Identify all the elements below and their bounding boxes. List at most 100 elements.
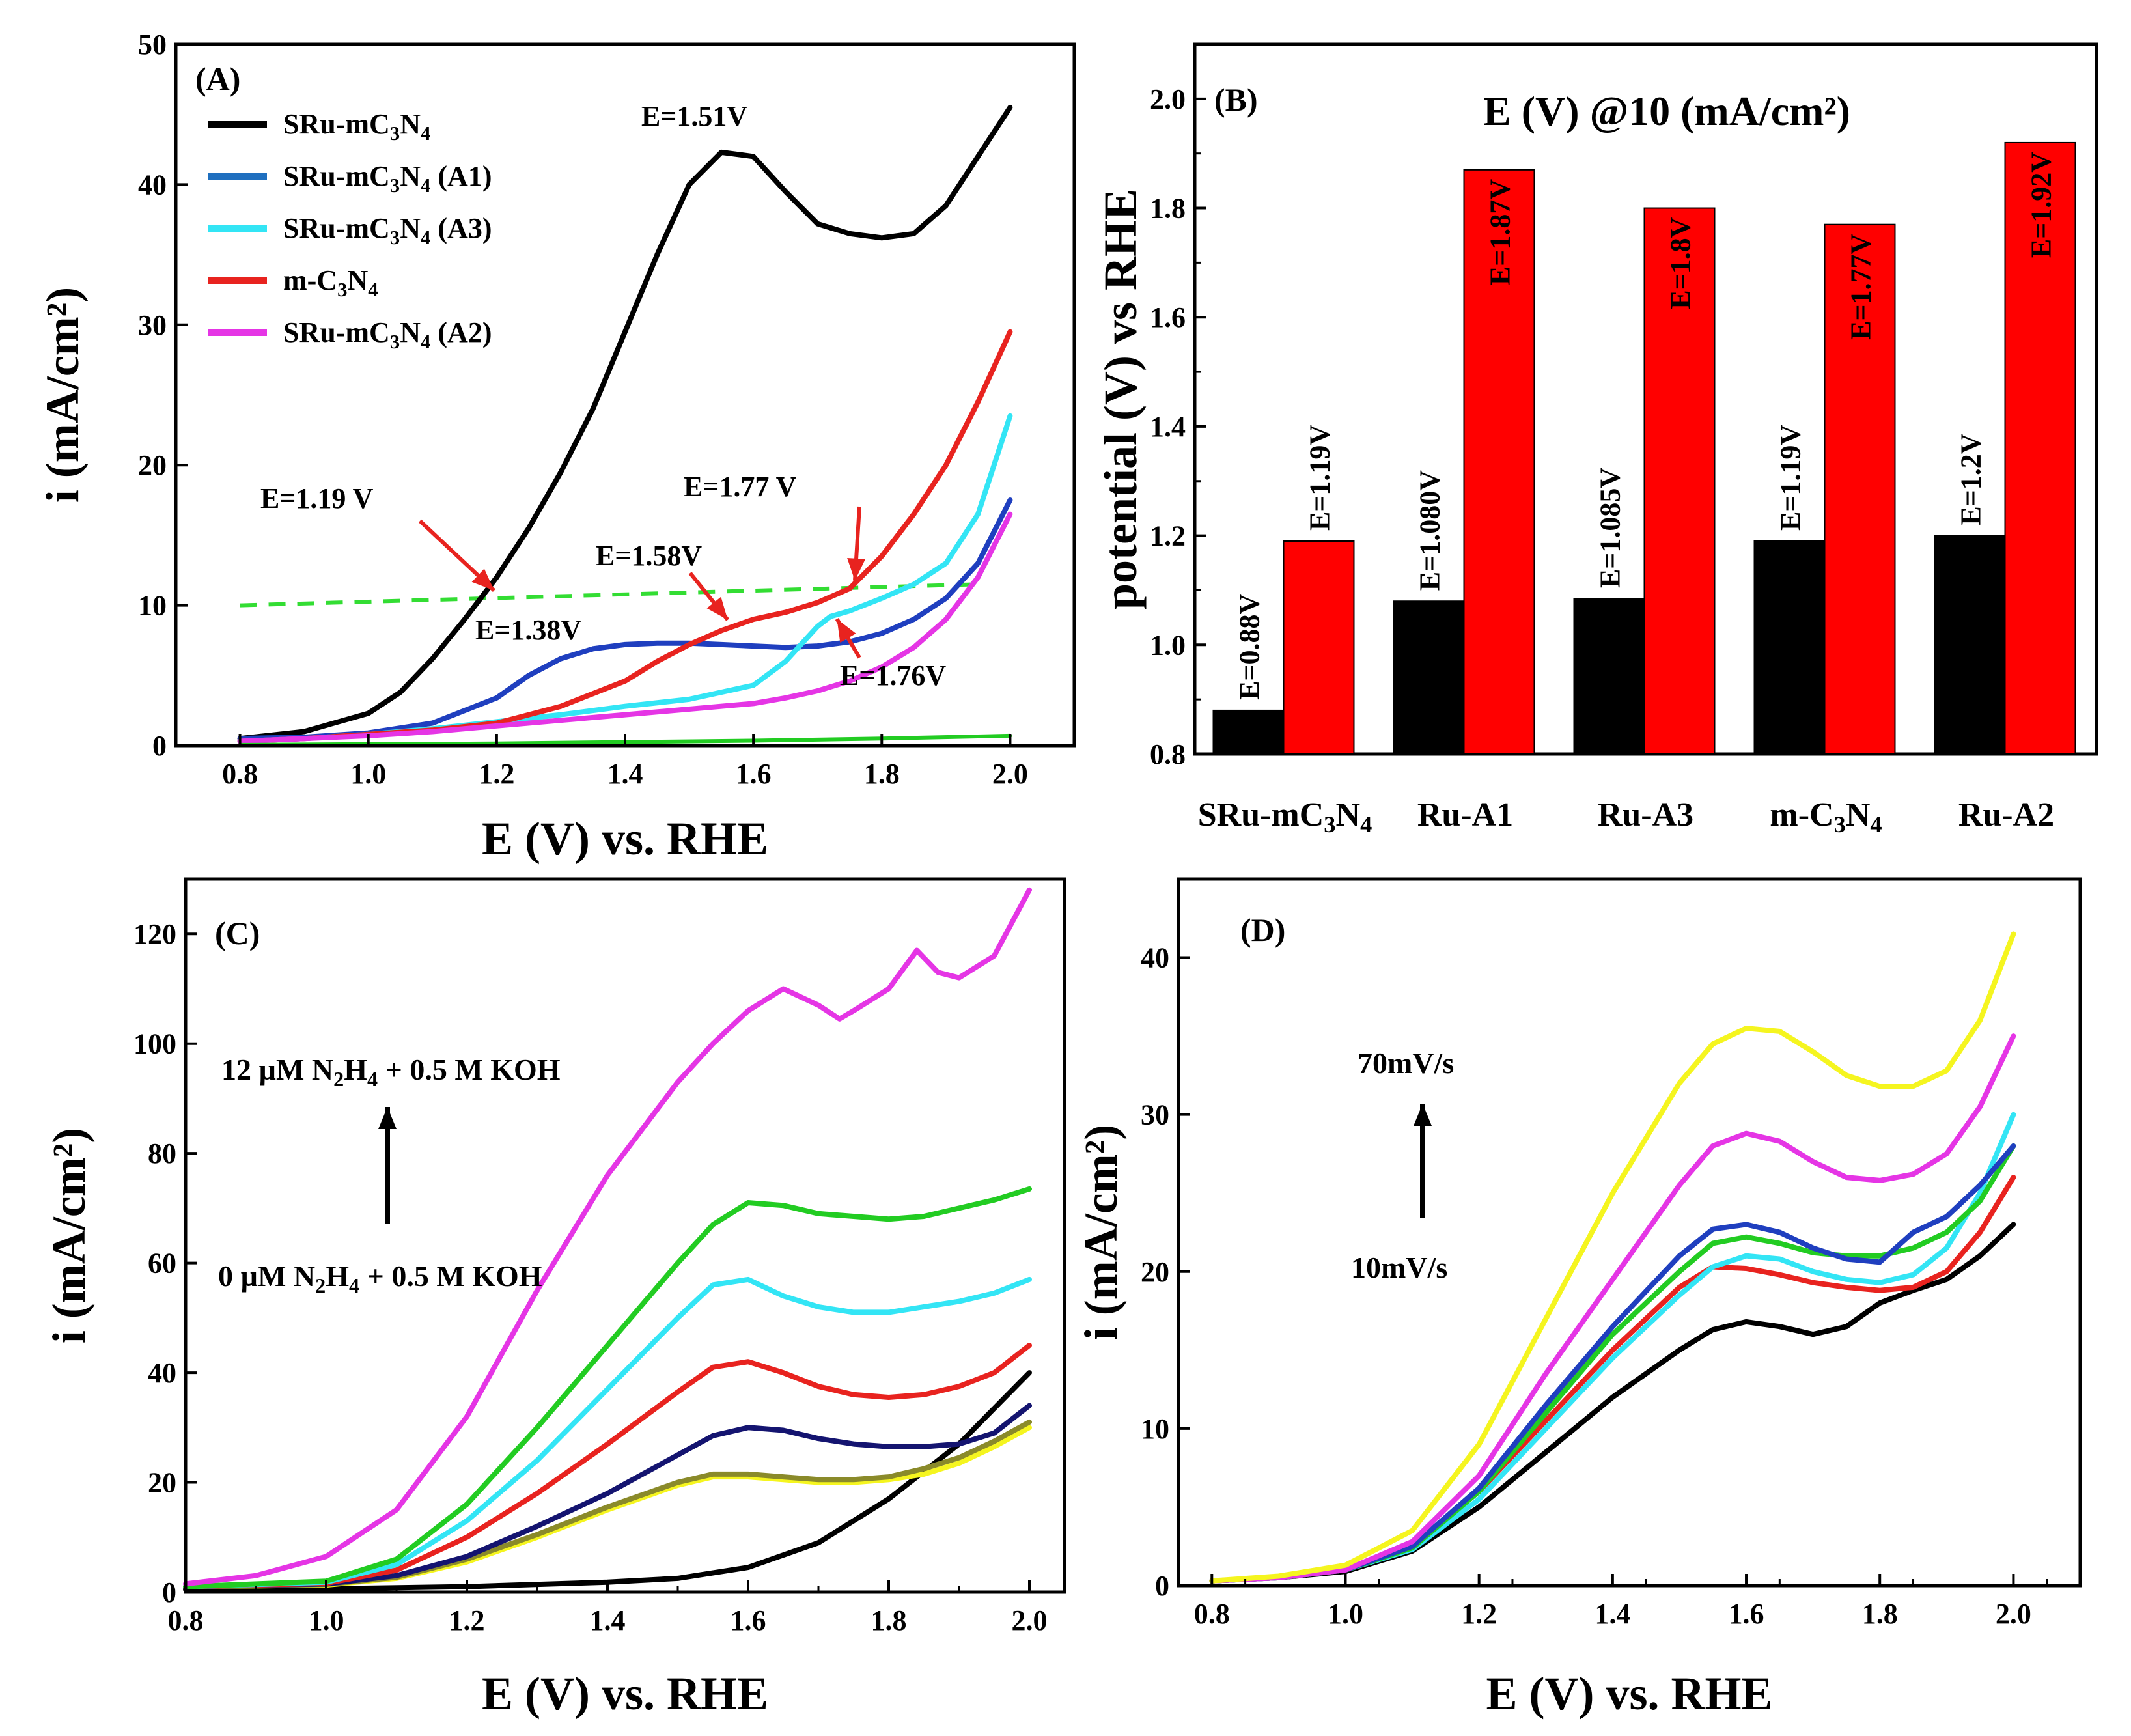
category-label: Ru-A3 [1598, 796, 1693, 833]
arrow-label-top: 12 µM N2H4 + 0.5 M KOH [221, 1053, 561, 1091]
bar-10ma [1643, 207, 1716, 755]
y-tick-label: 1.6 [1150, 301, 1186, 333]
x-tick-label: 0.8 [222, 758, 258, 790]
y-tick-label: 10 [138, 590, 167, 622]
arrow-label-bottom-part: + 0.5 M KOH [359, 1259, 542, 1293]
y-tick-label: 2.0 [1150, 83, 1186, 115]
category-label: m-C3N4 [1770, 796, 1882, 837]
legend-entry: SRu-mC3N4 (A1) [283, 160, 492, 197]
x-tick-label: 1.2 [449, 1604, 485, 1636]
plot-frame [184, 877, 1066, 1594]
category-label-part: Ru-A2 [1958, 796, 2054, 833]
bar-10ma-label: E=1.87V [1484, 179, 1516, 285]
series-c-0 [183, 1370, 1032, 1592]
concentration-arrow-head [378, 1107, 397, 1129]
panel-label: (D) [1240, 912, 1285, 948]
x-tick-label: 0.8 [168, 1604, 204, 1636]
bar-10ma [1824, 223, 1896, 755]
series-c-7 [183, 887, 1032, 1587]
x-tick-label: 1.0 [1328, 1598, 1363, 1630]
x-tick-label: 1.0 [309, 1604, 344, 1636]
x-tick-label: 1.4 [1595, 1598, 1630, 1630]
x-tick-label: 2.0 [1012, 1604, 1048, 1636]
legend-entry-part: (A2) [430, 316, 492, 348]
category-label-part: N [1336, 796, 1361, 833]
category-label-part: 3 [1324, 811, 1335, 837]
annotation-e119: E=1.19 V [260, 483, 374, 514]
y-tick-label: 30 [1141, 1099, 1169, 1131]
legend-entry: m-C3N4 [283, 264, 378, 301]
y-tick-label: 40 [138, 169, 167, 201]
arrow-label-top: 70mV/s [1358, 1046, 1454, 1080]
annotation-e158: E=1.58V [596, 540, 702, 572]
arrow-e176-head [837, 619, 856, 643]
series-d-5 [1209, 1033, 2016, 1584]
arrow-label-bottom-part: 2 [315, 1274, 326, 1297]
x-tick-label: 1.8 [1862, 1598, 1898, 1630]
bar-10ma-label: E=1.92V [2026, 152, 2057, 258]
x-tick-label: 2.0 [1996, 1598, 2031, 1630]
legend-entry-part: 4 [421, 122, 430, 145]
scanrate-arrow-head [1414, 1104, 1432, 1126]
series-d-3 [1209, 1143, 2016, 1584]
series-c-5 [183, 1276, 1032, 1589]
arrow-label-bottom: 0 µM N2H4 + 0.5 M KOH [218, 1259, 542, 1297]
legend-entry-part: (A3) [430, 212, 492, 244]
x-tick-label: 1.6 [736, 758, 772, 790]
x-tick-label: 1.2 [479, 758, 514, 790]
bar-onset [1934, 535, 2006, 755]
y-tick-label: 40 [148, 1357, 176, 1389]
x-tick-label: 1.2 [1461, 1598, 1497, 1630]
category-label-part: Ru-A1 [1417, 796, 1513, 833]
bar-onset-label: E=1.19V [1775, 425, 1807, 531]
x-tick-label: 1.8 [871, 1604, 907, 1636]
legend-entry-part: 3 [390, 331, 400, 353]
legend-entry: SRu-mC3N4 (A2) [283, 316, 492, 353]
series-d-4 [1209, 1143, 2016, 1584]
legend-entry: SRu-mC3N4 (A3) [283, 212, 492, 249]
y-tick-label: 10 [1141, 1413, 1169, 1445]
x-tick-label: 1.6 [1729, 1598, 1764, 1630]
y-axis-label: i (mA/cm²) [1075, 1125, 1127, 1340]
x-tick-label: 1.6 [731, 1604, 766, 1636]
plot-frame [174, 42, 1076, 748]
panel-d: 0.8 1.0 1.2 1.4 1.6 1.8 2.0 0 10 20 30 40 E (V) vs. … [1075, 877, 2082, 1720]
x-axis-label: E (V) vs. RHE [482, 1668, 768, 1720]
bar-onset [1573, 598, 1645, 755]
legend-entry: SRu-mC3N4 [283, 108, 430, 145]
y-tick-label: 50 [138, 29, 167, 61]
x-tick-label: 0.8 [1194, 1598, 1230, 1630]
annotation-e151: E=1.51V [641, 100, 747, 132]
legend-entry-part: SRu-mC [283, 212, 390, 244]
annotation-e177: E=1.77 V [684, 471, 797, 503]
category-label: Ru-A2 [1958, 796, 2054, 833]
bar-10ma [1283, 540, 1355, 755]
y-tick-label: 1.4 [1150, 411, 1186, 443]
legend-entry-part: 4 [368, 279, 378, 301]
series-c-4 [183, 1343, 1032, 1589]
panel-label: (C) [215, 915, 260, 951]
bar-onset-label: E=0.88V [1234, 594, 1266, 700]
x-axis-label: E (V) vs. RHE [482, 813, 768, 865]
legend-entry-part: SRu-mC [283, 160, 390, 192]
y-tick-label: 20 [1141, 1256, 1169, 1288]
arrow-label-top-part: + 0.5 M KOH [378, 1053, 561, 1086]
legend-entry-part: N [400, 316, 421, 348]
arrow-label-bottom-part: 4 [349, 1274, 359, 1297]
y-tick-label: 60 [148, 1248, 176, 1280]
arrow-label-bottom: 10mV/s [1351, 1251, 1447, 1284]
category-label-part: m-C [1770, 796, 1833, 833]
legend-entry-part: m-C [283, 264, 337, 296]
legend-entry-part: (A1) [430, 160, 492, 192]
y-tick-label: 80 [148, 1138, 176, 1169]
series-sru-mc3n4-a3 [237, 413, 1013, 744]
panel-b: 0.8 1.0 1.2 1.4 1.6 1.8 2.0 potential (V) vs RH… [1094, 42, 2098, 837]
series-d-6 [1209, 931, 2016, 1584]
category-label-part: N [1846, 796, 1871, 833]
panel-c: 0.8 1.0 1.2 1.4 1.6 1.8 2.0 0 20 40 60 80 100 120 E (V… [43, 877, 1066, 1720]
category-label-part: Ru-A3 [1598, 796, 1693, 833]
panel-label: (B) [1214, 81, 1258, 118]
arrow-label-top-part: 2 [333, 1067, 344, 1091]
series-c-6 [183, 1186, 1032, 1589]
bar-10ma-label: E=1.19V [1304, 425, 1336, 531]
